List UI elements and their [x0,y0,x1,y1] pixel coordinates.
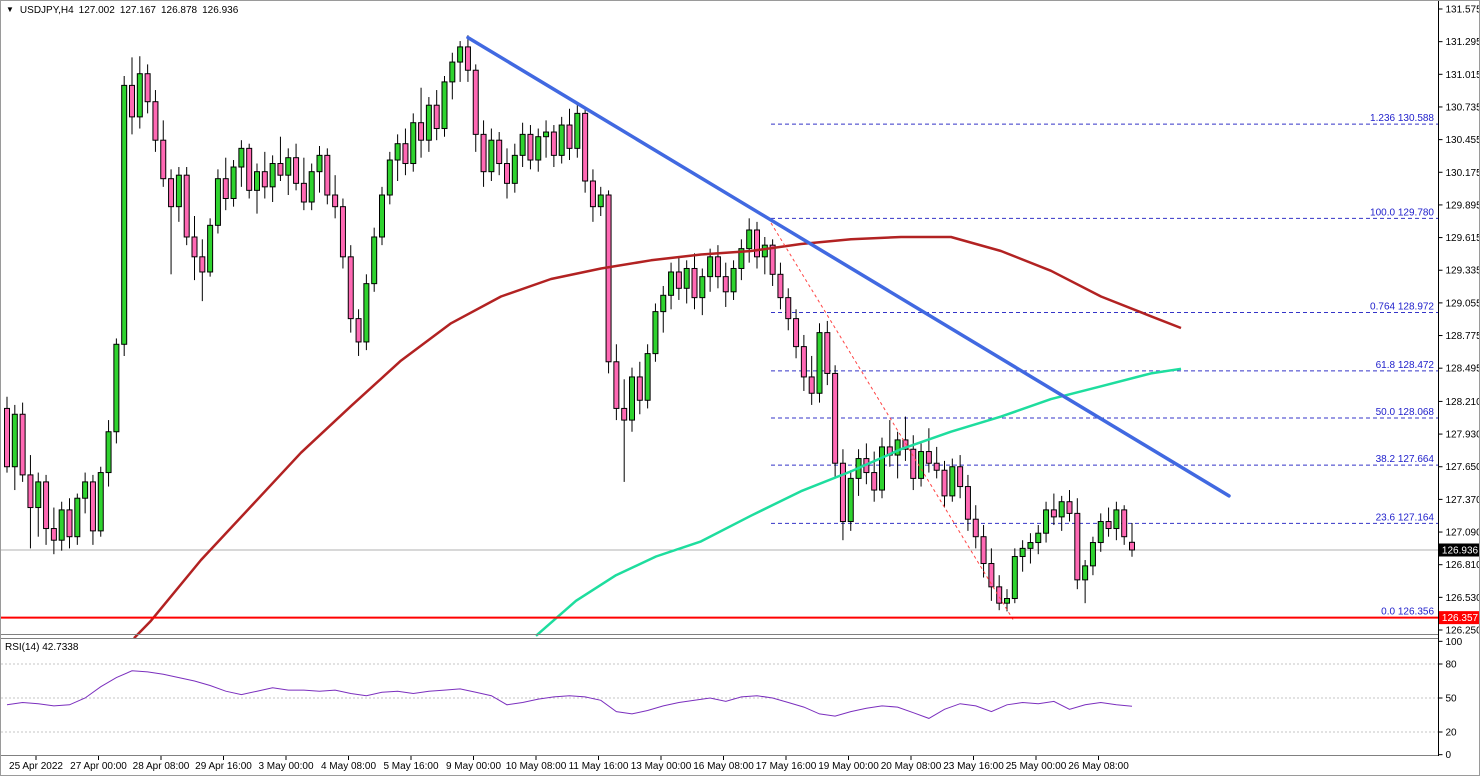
price-tick-label: 130.455 [1446,135,1480,146]
time-tick-label: 4 May 08:00 [321,761,376,772]
price-tick-label: 130.175 [1446,168,1480,179]
time-tick-label: 25 Apr 2022 [9,761,63,772]
current-price-tag [1439,543,1479,557]
rsi-tick-label: 20 [1446,727,1458,738]
time-tick-label: 27 Apr 00:00 [70,761,127,772]
time-tick-label: 28 Apr 08:00 [133,761,190,772]
rsi-tick-label: 100 [1446,637,1463,648]
fib-level-label: 23.6 127.164 [1376,512,1435,523]
time-axis[interactable]: 25 Apr 2022 27 Apr 00:00 28 Apr 08:00 29 Ap… [9,756,1129,772]
price-tick-label: 126.530 [1446,593,1480,604]
time-tick-label: 20 May 08:00 [881,761,942,772]
price-tick-label: 127.930 [1446,430,1480,441]
price-tick-label: 129.615 [1446,233,1480,244]
price-tick-label: 129.335 [1446,266,1480,277]
ohlc-high: 127.167 [119,5,156,16]
price-tick-label: 131.295 [1446,37,1480,48]
price-tick-label: 127.090 [1446,528,1480,539]
price-tick-label: 129.055 [1446,298,1480,309]
price-tick-label: 128.210 [1446,397,1480,408]
price-tick-label: 128.495 [1446,364,1480,375]
time-tick-label: 9 May 00:00 [446,761,501,772]
ohlc-low: 126.878 [160,5,198,16]
time-tick-label: 3 May 00:00 [258,761,313,772]
price-tick-label: 128.775 [1446,331,1480,342]
time-tick-label: 13 May 00:00 [631,761,692,772]
price-tick-label: 131.015 [1446,70,1480,81]
fib-level-label: 61.8 128.472 [1376,360,1435,371]
fib-level-label: 0.0 126.356 [1381,607,1434,618]
svg-text:126.936: 126.936 [1442,545,1479,556]
price-tick-label: 127.650 [1446,462,1480,473]
time-tick-label: 16 May 08:00 [693,761,754,772]
time-tick-label: 26 May 08:00 [1068,761,1129,772]
symbol-timeframe-label: USDJPY,H4 [19,5,74,16]
rsi-panel [1,663,1438,733]
price-tick-label: 126.250 [1446,626,1480,637]
time-tick-label: 19 May 00:00 [818,761,879,772]
rsi-tick-label: 0 [1446,750,1452,761]
time-tick-label: 29 Apr 16:00 [195,761,252,772]
rsi-tick-label: 50 [1446,694,1458,705]
rsi-line [6,670,1133,719]
ma-slow-line [133,235,1182,640]
price-tick-label: 130.735 [1446,102,1480,113]
price-tick-label: 126.810 [1446,560,1480,571]
fib-level-label: 50.0 128.068 [1376,407,1435,418]
fib-level-label: 38.2 127.664 [1376,454,1435,465]
descending-trendline [466,35,1231,498]
time-tick-label: 10 May 08:00 [506,761,567,772]
svg-text:126.357: 126.357 [1442,613,1479,624]
symbol-dropdown-icon[interactable]: ▼ [6,5,14,14]
time-tick-label: 25 May 00:00 [1006,761,1067,772]
price-axis[interactable]: 131.575 131.295 131.015 130.735 130.455 130.1… [1438,1,1480,761]
price-tick-label: 131.575 [1446,5,1480,16]
fib-level-label: 0.764 128.972 [1370,302,1434,313]
ohlc-open: 127.002 [78,5,115,16]
rsi-tick-label: 80 [1446,660,1458,671]
rsi-name: RSI(14) [5,642,40,653]
price-tick-label: 127.370 [1446,495,1480,506]
time-tick-label: 23 May 16:00 [943,761,1004,772]
rsi-indicator-label: RSI(14) 42.7338 [5,642,78,653]
candlestick-series [4,35,1135,612]
support-price-tag [1439,611,1479,625]
fib-level-label: 1.236 130.588 [1370,113,1434,124]
symbol-title: ▼ USDJPY,H4 127.002 127.167 126.878 126.936 [6,5,238,16]
time-tick-label: 17 May 16:00 [756,761,817,772]
fib-level-label: 100.0 129.780 [1370,207,1434,218]
rsi-value: 42.7338 [42,642,79,653]
fib-retracement: 1.236 130.588 100.0 129.780 0.764 128.972 6… [771,113,1438,619]
ma-fast-line [535,367,1182,637]
price-tick-label: 129.895 [1446,200,1480,211]
time-tick-label: 5 May 16:00 [383,761,438,772]
ohlc-close: 126.936 [202,5,239,16]
time-tick-label: 11 May 16:00 [569,761,629,772]
